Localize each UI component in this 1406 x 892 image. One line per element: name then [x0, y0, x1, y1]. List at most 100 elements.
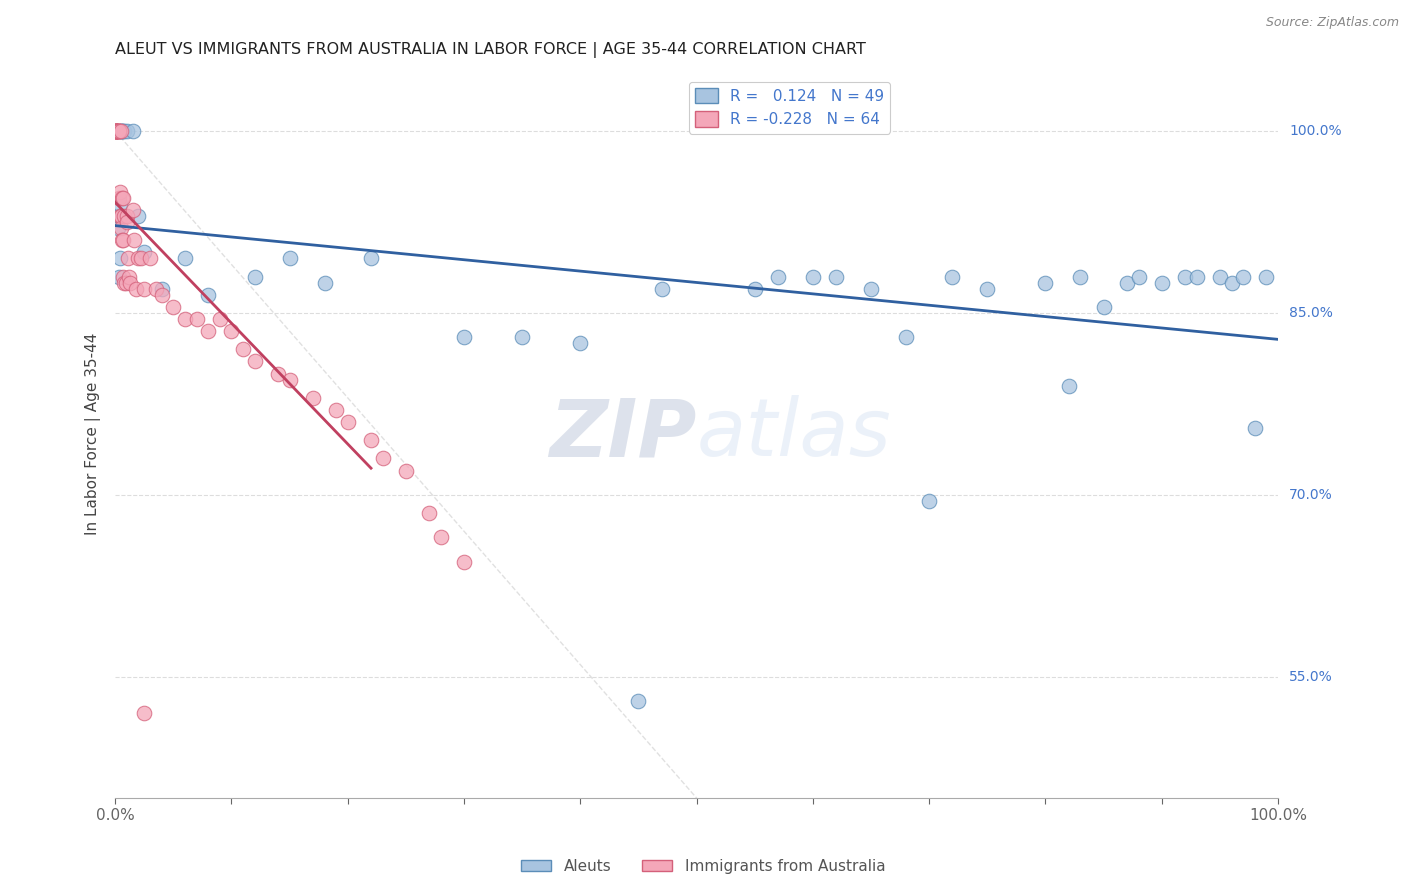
Point: [418, 506, 440, 520]
Point: [105, 124, 128, 138]
Text: ALEUT VS IMMIGRANTS FROM AUSTRALIA IN LABOR FORCE | AGE 35-44 CORRELATION CHART: ALEUT VS IMMIGRANTS FROM AUSTRALIA IN LA…: [115, 42, 866, 58]
Point: [197, 324, 219, 338]
Point: [134, 282, 156, 296]
Y-axis label: In Labor Force | Age 35-44: In Labor Force | Age 35-44: [86, 333, 101, 535]
Point: [134, 706, 156, 721]
Point: [107, 269, 129, 284]
Point: [107, 209, 129, 223]
Point: [107, 124, 129, 138]
Point: [510, 330, 533, 344]
Point: [105, 124, 128, 138]
Text: 100.0%: 100.0%: [1289, 124, 1341, 138]
Text: atlas: atlas: [696, 395, 891, 474]
Point: [110, 124, 132, 138]
Point: [1128, 269, 1150, 284]
Point: [766, 269, 789, 284]
Point: [314, 276, 336, 290]
Point: [197, 287, 219, 301]
Point: [110, 124, 132, 138]
Point: [118, 269, 141, 284]
Text: 70.0%: 70.0%: [1289, 488, 1333, 502]
Point: [105, 124, 128, 138]
Point: [107, 124, 129, 138]
Point: [1185, 269, 1208, 284]
Point: [801, 269, 824, 284]
Point: [651, 282, 673, 296]
Point: [117, 252, 139, 266]
Point: [112, 233, 135, 247]
Point: [395, 464, 418, 478]
Point: [232, 343, 254, 357]
Point: [105, 124, 128, 138]
Point: [150, 287, 173, 301]
Point: [114, 276, 136, 290]
Point: [941, 269, 963, 284]
Point: [174, 252, 197, 266]
Point: [111, 191, 134, 205]
Point: [108, 185, 131, 199]
Point: [112, 191, 135, 205]
Point: [105, 124, 128, 138]
Point: [453, 555, 475, 569]
Point: [1256, 269, 1278, 284]
Point: [107, 124, 129, 138]
Point: [125, 282, 148, 296]
Point: [110, 209, 132, 223]
Point: [105, 124, 128, 138]
Point: [1115, 276, 1137, 290]
Point: [1243, 421, 1265, 435]
Point: [107, 124, 129, 138]
Text: ZIP: ZIP: [550, 395, 696, 474]
Point: [112, 269, 135, 284]
Point: [129, 252, 152, 266]
Point: [430, 530, 453, 544]
Text: 85.0%: 85.0%: [1289, 306, 1333, 320]
Point: [1174, 269, 1197, 284]
Point: [111, 124, 134, 138]
Point: [115, 209, 138, 223]
Point: [1092, 300, 1115, 314]
Point: [336, 415, 359, 429]
Point: [1069, 269, 1091, 284]
Point: [105, 124, 128, 138]
Point: [1209, 269, 1232, 284]
Point: [221, 324, 243, 338]
Point: [114, 276, 136, 290]
Point: [174, 312, 197, 326]
Point: [112, 124, 135, 138]
Point: [371, 451, 394, 466]
Point: [569, 336, 592, 351]
Point: [107, 124, 129, 138]
Point: [105, 124, 128, 138]
Point: [139, 252, 162, 266]
Point: [115, 124, 138, 138]
Legend: Aleuts, Immigrants from Australia: Aleuts, Immigrants from Australia: [515, 853, 891, 880]
Point: [1035, 276, 1057, 290]
Point: [110, 221, 132, 235]
Point: [150, 282, 173, 296]
Point: [918, 494, 941, 508]
Point: [278, 373, 301, 387]
Point: [860, 282, 883, 296]
Point: [120, 276, 142, 290]
Point: [1150, 276, 1173, 290]
Point: [243, 269, 266, 284]
Point: [127, 252, 149, 266]
Point: [302, 391, 325, 405]
Point: [114, 124, 136, 138]
Point: [186, 312, 208, 326]
Point: [360, 252, 382, 266]
Point: [121, 202, 143, 217]
Point: [110, 124, 132, 138]
Point: [162, 300, 184, 314]
Point: [744, 282, 766, 296]
Point: [108, 209, 131, 223]
Point: [627, 694, 650, 708]
Point: [208, 312, 231, 326]
Point: [105, 124, 128, 138]
Text: 55.0%: 55.0%: [1289, 670, 1333, 684]
Point: [360, 434, 382, 448]
Point: [105, 124, 128, 138]
Point: [122, 233, 145, 247]
Point: [134, 245, 156, 260]
